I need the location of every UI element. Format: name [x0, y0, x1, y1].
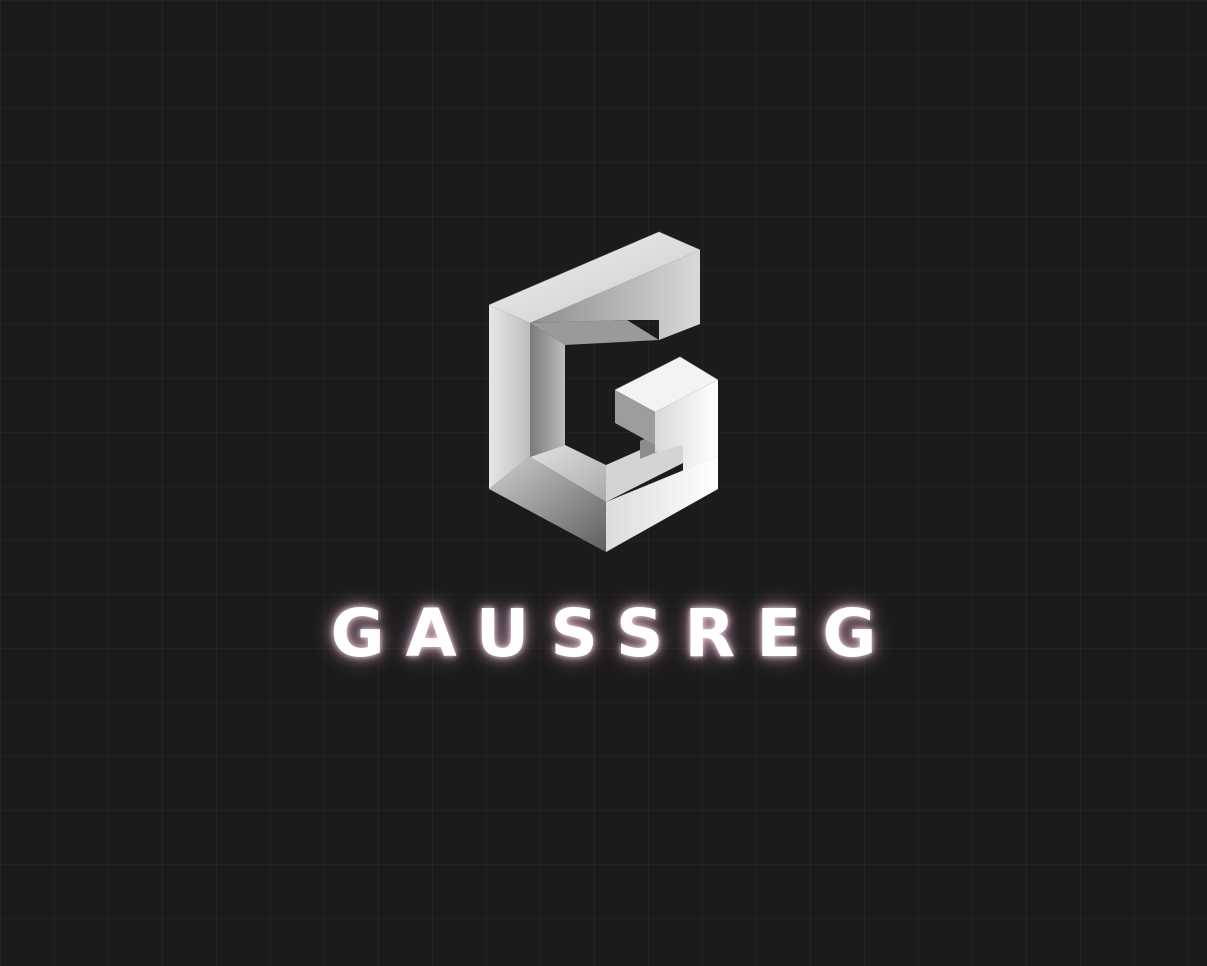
isometric-g-logo-icon [488, 231, 719, 552]
brand-wordmark: GAUSSREG [330, 595, 898, 672]
